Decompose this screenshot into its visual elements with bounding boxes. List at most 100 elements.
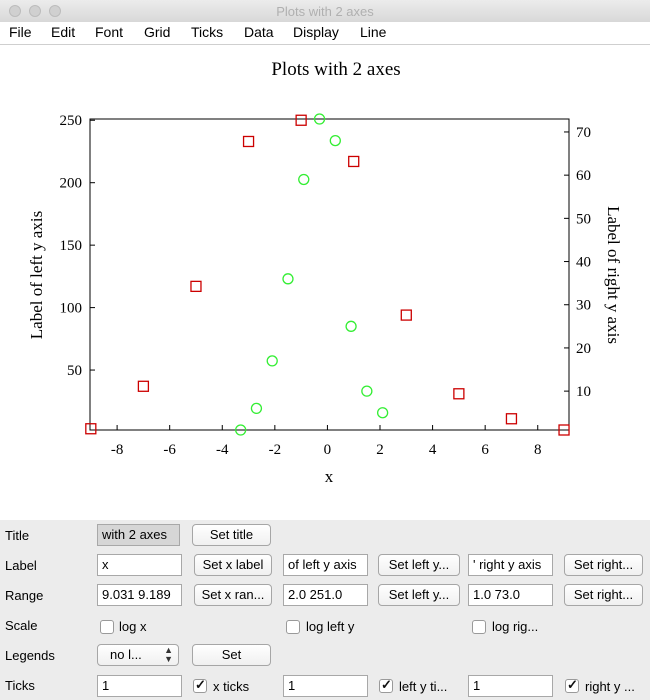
x-tick-label: -4 [216, 442, 229, 458]
right-y-axis-label: Label of right y axis [604, 206, 623, 344]
log-right-y-label: log rig... [492, 619, 539, 634]
axes-layer: -8 -6 -4 -2 0 2 4 6 8 50 100 150 200 250 10 20 30 40 50 60 7… [60, 113, 592, 458]
x-tick-label: 4 [429, 442, 437, 458]
menu-file[interactable]: File [9, 24, 32, 40]
zoom-window-button[interactable] [49, 5, 61, 17]
left-y-tick-label: 50 [67, 363, 82, 379]
right-y-tick-label: 20 [576, 341, 591, 357]
set-right-y-label-button[interactable]: Set right... [564, 554, 643, 576]
right-y-tick-label: 30 [576, 298, 591, 314]
legend-select-value: no l... [110, 647, 142, 662]
left-y-ticks-label: left y ti... [399, 679, 448, 694]
right-series-point [329, 134, 341, 147]
log-right-y-checkbox[interactable] [472, 620, 486, 634]
right-series-point [266, 355, 278, 367]
minimize-window-button[interactable] [29, 5, 41, 17]
x-ticks-input[interactable]: 1 [97, 675, 182, 697]
title-input[interactable]: with 2 axes [97, 524, 180, 546]
set-legends-button[interactable]: Set [192, 644, 271, 666]
log-x-label: log x [119, 619, 147, 634]
set-right-y-range-button[interactable]: Set right... [564, 584, 643, 606]
left-y-axis-label: Label of left y axis [27, 211, 46, 339]
x-tick-label: 2 [376, 442, 384, 458]
right-series-point [250, 402, 263, 415]
x-tick-label: -8 [111, 442, 124, 458]
left-series-point [190, 280, 202, 293]
right-series-point [361, 385, 373, 397]
right-y-tick-label: 10 [576, 384, 591, 400]
checkmark-icon: ✓ [381, 677, 392, 692]
menu-line[interactable]: Line [360, 24, 387, 40]
chart-canvas: Plots with 2 axes -8 -6 -4 -2 0 2 4 6 8 50 100 150 2… [27, 59, 623, 486]
x-tick-label: 0 [324, 442, 332, 458]
right-series-point [282, 273, 294, 285]
plot-panel: Plots with 2 axes -8 -6 -4 -2 0 2 4 6 8 50 100 150 2… [0, 45, 650, 520]
right-series-point [298, 173, 310, 186]
x-label-input[interactable]: x [97, 554, 182, 576]
log-left-y-checkbox[interactable] [286, 620, 300, 634]
menu-data[interactable]: Data [244, 24, 274, 40]
set-x-label-button[interactable]: Set x label [194, 554, 272, 576]
menu-display[interactable]: Display [293, 24, 339, 40]
marks-layer [85, 113, 570, 436]
left-series-point [242, 135, 255, 148]
x-ticks-checkbox[interactable]: ✓ [193, 677, 207, 693]
left-y-label-input[interactable]: of left y axis [283, 554, 368, 576]
legends-row-label: Legends [5, 648, 55, 663]
menu-font[interactable]: Font [95, 24, 124, 40]
right-y-ticks-input[interactable]: 1 [468, 675, 553, 697]
set-title-button[interactable]: Set title [192, 524, 271, 546]
menu-grid[interactable]: Grid [144, 24, 171, 40]
right-y-ticks-label: right y ... [585, 679, 635, 694]
x-axis-label: x [325, 467, 334, 486]
log-x-checkbox[interactable] [100, 620, 114, 634]
left-y-tick-label: 100 [60, 301, 83, 317]
x-tick-label: 8 [534, 442, 542, 458]
ticks-row-label: Ticks [5, 678, 35, 693]
x-tick-label: -6 [163, 442, 176, 458]
left-y-tick-label: 250 [60, 113, 83, 129]
set-x-range-button[interactable]: Set x ran... [194, 584, 272, 606]
right-series-point [313, 113, 326, 125]
chart-title: Plots with 2 axes [271, 59, 400, 80]
range-row-label: Range [5, 588, 44, 603]
right-y-range-input[interactable]: 1.0 73.0 [468, 584, 553, 606]
window-titlebar: Plots with 2 axes [0, 0, 650, 23]
right-y-tick-label: 40 [576, 255, 591, 271]
left-series-point [558, 424, 570, 436]
left-y-tick-label: 200 [60, 176, 83, 192]
x-range-input[interactable]: 9.031 9.189 [97, 584, 182, 606]
left-series-point [85, 423, 97, 435]
window-title: Plots with 2 axes [276, 4, 374, 19]
legend-select[interactable]: no l... ▲ ▼ [97, 644, 179, 666]
right-series-point [345, 320, 357, 332]
left-y-range-input[interactable]: 2.0 251.0 [283, 584, 368, 606]
menu-bar: File Edit Font Grid Ticks Data Display L… [0, 22, 650, 45]
right-y-tick-label: 50 [576, 211, 591, 227]
x-tick-label: -2 [269, 442, 282, 458]
left-y-ticks-input[interactable]: 1 [283, 675, 368, 697]
plot-area-frame [89, 118, 570, 431]
set-left-y-label-button[interactable]: Set left y... [378, 554, 460, 576]
right-series-point [235, 424, 247, 436]
right-y-label-input[interactable]: ' right y axis [468, 554, 553, 576]
left-series-point [295, 114, 307, 126]
scale-row-label: Scale [5, 618, 38, 633]
right-y-tick-label: 70 [576, 125, 591, 141]
set-left-y-range-button[interactable]: Set left y... [378, 584, 460, 606]
right-series-point [376, 407, 389, 419]
menu-edit[interactable]: Edit [51, 24, 76, 40]
left-series-point [453, 388, 465, 400]
close-window-button[interactable] [9, 5, 21, 17]
checkmark-icon: ✓ [195, 677, 206, 692]
x-tick-label: 6 [481, 442, 489, 458]
label-row-label: Label [5, 558, 37, 573]
log-left-y-label: log left y [306, 619, 355, 634]
right-y-ticks-checkbox[interactable]: ✓ [565, 677, 579, 693]
x-ticks-label: x ticks [213, 679, 250, 694]
updown-chevron-icon: ▲ ▼ [164, 645, 173, 664]
left-series-point [505, 413, 518, 425]
left-series-point [400, 309, 412, 321]
left-y-ticks-checkbox[interactable]: ✓ [379, 677, 393, 693]
menu-ticks[interactable]: Ticks [191, 24, 224, 40]
